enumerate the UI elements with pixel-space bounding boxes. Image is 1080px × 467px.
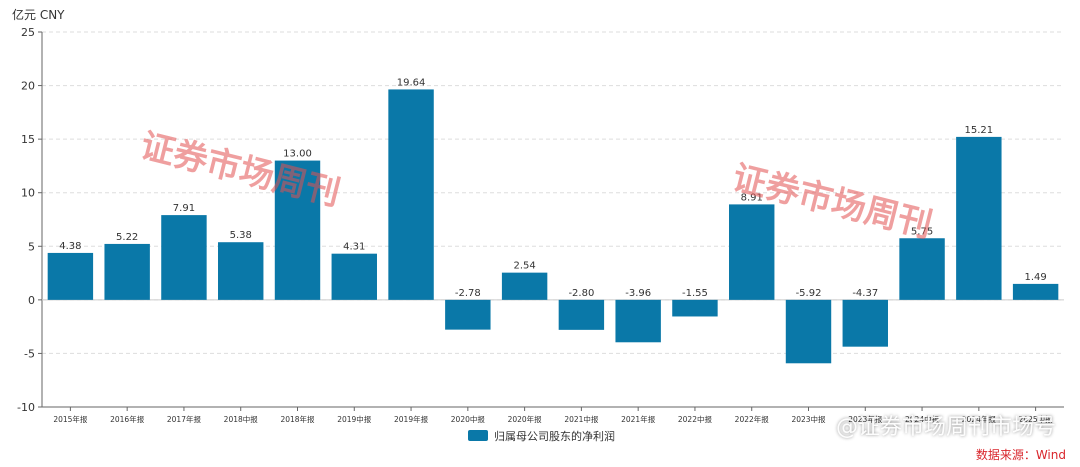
x-tick-label: 2021中报 (564, 414, 599, 424)
bars (47, 89, 1059, 364)
data-label: 4.38 (59, 241, 81, 252)
data-source-label: 数据来源：Wind (975, 448, 1066, 462)
bar-2020中报 (445, 299, 491, 330)
x-tick-label: 2020中报 (451, 414, 486, 424)
x-tick-label: 2015年报 (53, 414, 88, 424)
y-tick-label: -10 (17, 401, 35, 414)
x-tick-label: 2023中报 (791, 414, 826, 424)
x-tick-label: 2018年报 (280, 414, 315, 424)
bar-2017年报 (161, 215, 207, 300)
data-label: 5.38 (230, 230, 252, 241)
y-tick-label: -5 (24, 347, 35, 360)
bar-2024中报 (899, 238, 945, 300)
x-tick-labels: 2015年报 2016年报 2017年报 2018中报 2018年报 2019中报 2019… (53, 414, 1053, 424)
x-tick-label: 2020年报 (508, 414, 543, 424)
data-label: 2.54 (513, 261, 535, 272)
bar-2023中报 (785, 299, 832, 364)
bar-2025中报 (1012, 283, 1059, 300)
data-label: 5.75 (911, 226, 933, 237)
data-label: 7.91 (173, 203, 195, 214)
data-label: -2.80 (568, 288, 594, 299)
bar-2018中报 (218, 242, 264, 300)
y-tick-label: 25 (21, 26, 35, 39)
legend-swatch (468, 430, 488, 441)
x-tick-label: 2023年报 (848, 414, 883, 424)
data-label: 4.31 (343, 242, 365, 253)
data-label: 1.49 (1024, 272, 1046, 283)
data-labels: 4.38 5.22 7.91 5.38 13.00 4.31 19.64 -2.78 2.54 -… (59, 77, 1046, 298)
x-tick-label: 2016年报 (110, 414, 145, 424)
axes (38, 31, 1064, 411)
y-axis-unit-label: 亿元 CNY (12, 8, 65, 22)
legend: 归属母公司股东的净利润 (468, 429, 615, 443)
bar-2021中报 (558, 299, 605, 330)
data-label: -5.92 (796, 288, 822, 299)
bar-2018年报 (274, 160, 321, 300)
y-tick-label: 15 (21, 133, 35, 146)
x-tick-label: 2017年报 (167, 414, 202, 424)
data-label: 8.91 (741, 192, 763, 203)
data-label: -2.78 (455, 288, 481, 299)
y-tick-labels: -10 -5 0 5 10 15 20 25 (17, 26, 35, 414)
x-tick-label: 2019年报 (394, 414, 429, 424)
bar-2024年报 (956, 136, 1002, 300)
grid-lines (42, 31, 1064, 354)
bar-2022中报 (672, 299, 718, 317)
data-label: -1.55 (682, 288, 708, 299)
bar-2021年报 (615, 299, 661, 343)
data-label: -4.37 (852, 288, 878, 299)
x-tick-label: 2019中报 (337, 414, 372, 424)
bar-2016年报 (104, 243, 150, 300)
x-tick-label: 2022中报 (678, 414, 713, 424)
bar-2020年报 (501, 272, 548, 300)
data-label: 5.22 (116, 232, 138, 243)
data-label: 15.21 (965, 125, 994, 136)
x-tick-label: 2025中报 (1019, 414, 1054, 424)
legend-label: 归属母公司股东的净利润 (494, 429, 615, 443)
y-tick-label: 20 (21, 80, 35, 93)
data-label: -3.96 (625, 288, 651, 299)
bar-2015年报 (47, 252, 94, 300)
bar-2019年报 (388, 89, 434, 300)
bar-2022年报 (729, 204, 775, 300)
x-tick-label: 2022年报 (735, 414, 770, 424)
y-tick-label: 0 (28, 294, 35, 307)
x-tick-label: 2024中报 (905, 414, 940, 424)
y-tick-label: 10 (21, 187, 35, 200)
bar-2019中报 (331, 253, 377, 300)
y-tick-label: 5 (28, 240, 35, 253)
data-label: 13.00 (283, 149, 312, 160)
data-label: 19.64 (397, 77, 426, 88)
x-tick-label: 2021年报 (621, 414, 656, 424)
x-tick-label: 2018中报 (224, 414, 259, 424)
bar-2023年报 (842, 299, 888, 347)
x-tick-label: 2024年报 (962, 414, 997, 424)
